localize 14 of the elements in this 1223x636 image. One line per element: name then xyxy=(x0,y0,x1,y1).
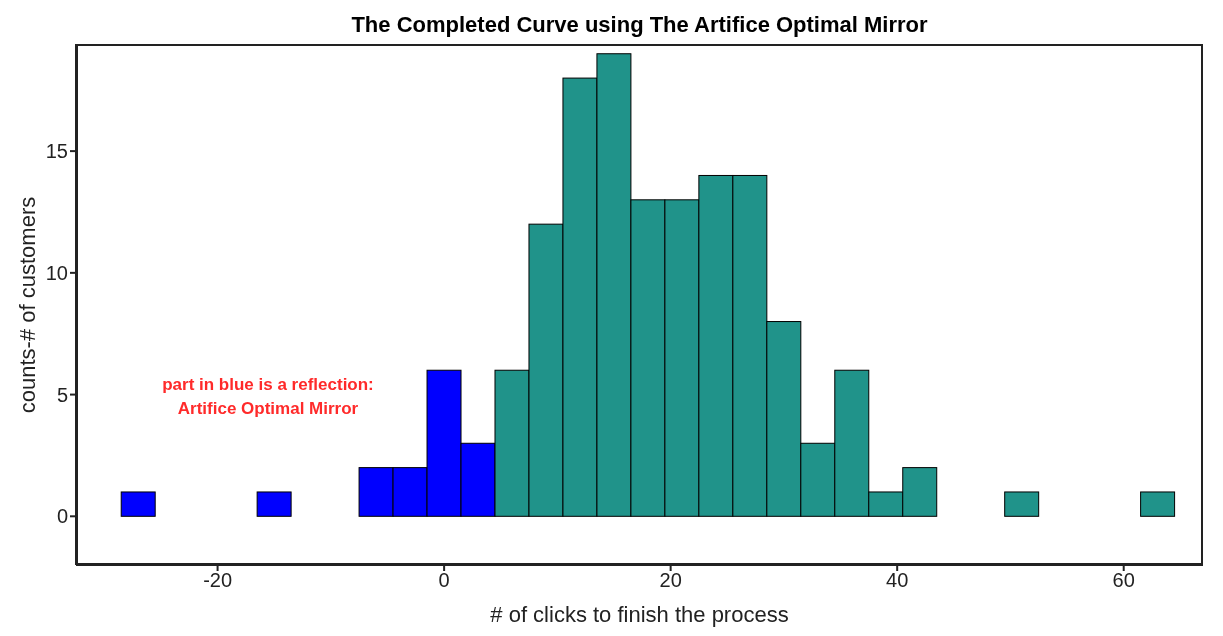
y-tick-label: 0 xyxy=(56,505,68,528)
y-tick-label: 15 xyxy=(45,140,68,163)
y-tick-label: 10 xyxy=(45,261,68,284)
chart-title: The Completed Curve using The Artifice Optimal Mirror xyxy=(350,12,929,38)
y-tick-label: 5 xyxy=(56,383,68,406)
x-tick-label: -20 xyxy=(203,569,233,592)
y-axis-title: counts-# of customers xyxy=(15,195,41,415)
x-tick-label: 60 xyxy=(1112,569,1135,592)
annotation: part in blue is a reflection: xyxy=(161,374,375,396)
x-tick-label: 40 xyxy=(886,569,909,592)
x-tick-label: 0 xyxy=(438,569,450,592)
x-tick-label: 20 xyxy=(659,569,682,592)
annotation: Artifice Optimal Mirror xyxy=(176,398,360,420)
x-axis-title: # of clicks to finish the process xyxy=(489,602,790,628)
